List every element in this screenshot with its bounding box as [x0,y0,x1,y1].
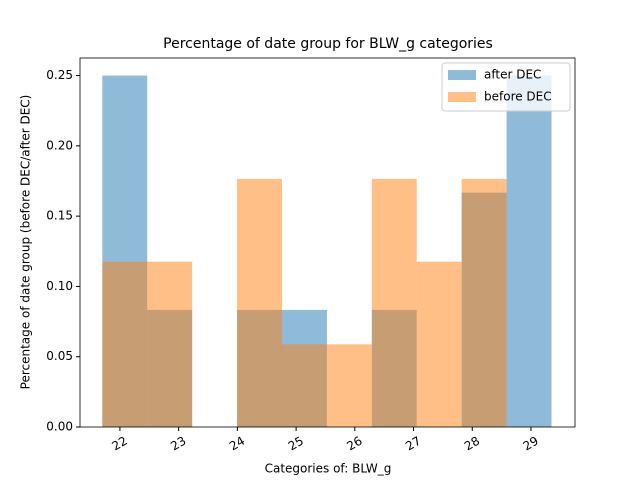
y-tick-label: 0.05 [46,349,73,363]
x-tick-label: 25 [286,434,306,454]
bar [237,178,282,427]
bar [371,178,417,427]
legend-swatch [448,70,476,80]
bar [326,344,372,427]
x-axis-label: Categories of: BLW_g [265,462,392,476]
x-tick-label: 28 [462,434,482,454]
y-tick-label: 0.15 [46,209,73,223]
bar [416,261,462,427]
chart-title: Percentage of date group for BLW_g categ… [163,36,493,52]
bar [461,178,507,427]
x-tick-label: 24 [227,434,247,454]
bar [102,261,148,427]
axes-frame [79,57,576,428]
y-tick-label: 0.00 [46,420,73,434]
legend-label: after DEC [484,68,541,82]
legend-swatch [448,92,476,102]
y-tick-label: 0.10 [46,279,73,293]
x-tick-label: 26 [344,434,364,454]
x-tick-label: 22 [110,434,130,454]
x-tick-label: 29 [521,434,541,454]
x-tick-label: 27 [403,434,423,454]
bar [506,75,552,428]
bar [281,344,327,427]
y-tick-label: 0.20 [46,138,73,152]
x-tick-label: 23 [168,434,188,454]
legend-label: before DEC [484,90,552,104]
bar [147,261,193,427]
y-tick-label: 0.25 [46,68,73,82]
y-axis-label: Percentage of date group (before DEC/aft… [19,95,33,390]
